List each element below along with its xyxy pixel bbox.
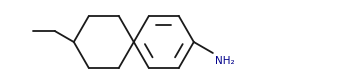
Text: NH₂: NH₂ [215, 56, 234, 66]
